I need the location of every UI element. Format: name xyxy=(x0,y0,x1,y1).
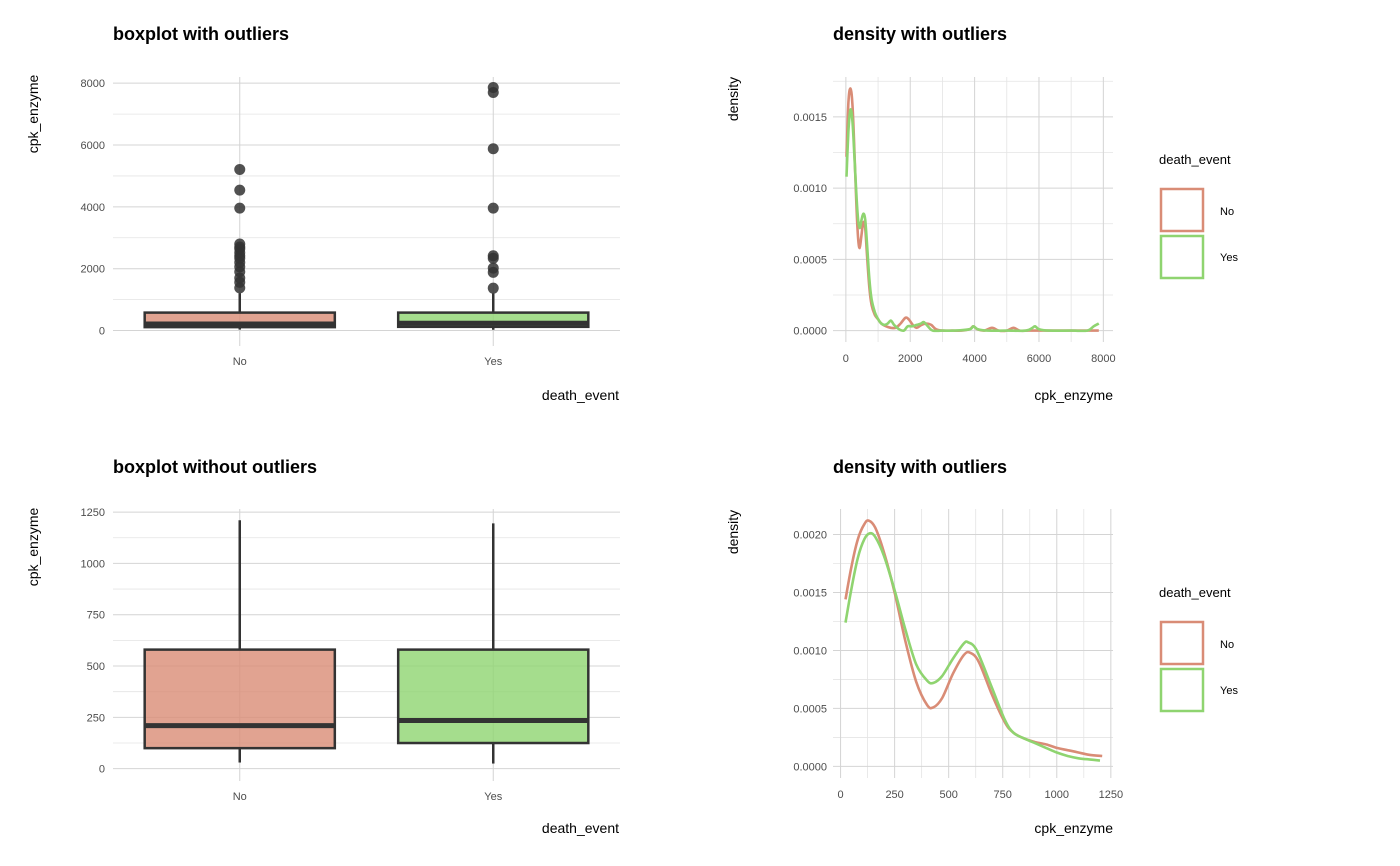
outlier-point xyxy=(487,282,499,294)
panel-title: boxplot with outliers xyxy=(113,24,289,44)
outlier-point xyxy=(234,184,246,196)
outlier-point xyxy=(234,202,246,214)
outlier-point xyxy=(234,238,246,250)
x-tick-label: Yes xyxy=(484,356,502,368)
legend-key-yes xyxy=(1159,667,1205,713)
legend-title: death_event xyxy=(1159,585,1231,600)
x-tick-label: 4000 xyxy=(962,353,986,365)
density-line-yes xyxy=(845,108,1100,333)
legend-label-no: No xyxy=(1220,206,1234,218)
y-tick-label: 500 xyxy=(87,661,105,673)
x-tick-label: 0 xyxy=(843,353,849,365)
outlier-point xyxy=(487,262,499,274)
x-tick-label: 500 xyxy=(939,789,957,801)
y-tick-label: 2000 xyxy=(81,264,105,276)
x-axis-title: cpk_enzyme xyxy=(1034,820,1113,836)
y-tick-label: 1000 xyxy=(81,558,105,570)
panel-boxplot-without-outliers: boxplot without outliers cpk_enzyme deat… xyxy=(25,457,620,836)
y-tick-label: 0.0010 xyxy=(793,183,827,195)
x-tick-label: 1250 xyxy=(1099,789,1123,801)
y-tick-label: 250 xyxy=(87,712,105,724)
panel-title: density with outliers xyxy=(833,457,1007,477)
y-tick-label: 0.0015 xyxy=(793,112,827,124)
legend-title: death_event xyxy=(1159,152,1231,167)
outlier-point xyxy=(487,82,499,94)
legend-label-no: No xyxy=(1220,639,1234,651)
x-tick-label: 0 xyxy=(838,789,844,801)
y-tick-label: 750 xyxy=(87,610,105,622)
x-tick-label: 8000 xyxy=(1091,353,1115,365)
y-tick-label: 0.0010 xyxy=(793,645,827,657)
y-tick-label: 0 xyxy=(99,764,105,776)
panel-density-with-outliers: density with outliers density cpk_enzyme… xyxy=(725,24,1238,403)
outlier-point xyxy=(234,163,246,175)
x-tick-label: 6000 xyxy=(1027,353,1051,365)
y-tick-label: 0.0000 xyxy=(793,761,827,773)
y-tick-label: 1250 xyxy=(81,507,105,519)
outlier-point xyxy=(487,250,499,262)
y-axis-title: density xyxy=(725,510,741,554)
y-tick-label: 0 xyxy=(99,326,105,338)
x-axis-title: death_event xyxy=(542,387,619,403)
legend-key-no xyxy=(1159,620,1205,666)
panel-title: boxplot without outliers xyxy=(113,457,317,477)
outlier-point xyxy=(487,143,499,155)
y-axis-title: density xyxy=(725,77,741,121)
legend-key-no xyxy=(1159,187,1205,233)
legend-label-yes: Yes xyxy=(1220,685,1238,697)
legend-key-yes xyxy=(1159,234,1205,280)
y-tick-label: 0.0015 xyxy=(793,587,827,599)
x-tick-label: Yes xyxy=(484,791,502,803)
x-tick-label: No xyxy=(233,356,247,368)
legend-label-yes: Yes xyxy=(1220,252,1238,264)
y-axis-title: cpk_enzyme xyxy=(25,507,41,586)
panel-boxplot-with-outliers: boxplot with outliers cpk_enzyme death_e… xyxy=(25,24,620,403)
y-tick-label: 8000 xyxy=(81,78,105,90)
box-yes xyxy=(396,648,590,745)
density-line-yes xyxy=(844,531,1101,762)
y-tick-label: 6000 xyxy=(81,140,105,152)
x-tick-label: No xyxy=(233,791,247,803)
y-tick-label: 0.0020 xyxy=(793,530,827,542)
x-tick-label: 250 xyxy=(885,789,903,801)
x-tick-label: 2000 xyxy=(898,353,922,365)
outlier-point xyxy=(487,202,499,214)
y-tick-label: 0.0000 xyxy=(793,326,827,338)
y-tick-label: 0.0005 xyxy=(793,254,827,266)
panel-title: density with outliers xyxy=(833,24,1007,44)
panel-density-with-outliers-zoomed: density with outliers density cpk_enzyme… xyxy=(725,457,1238,836)
x-axis-title: death_event xyxy=(542,820,619,836)
box-no xyxy=(143,648,337,750)
x-tick-label: 1000 xyxy=(1045,789,1069,801)
x-tick-label: 750 xyxy=(994,789,1012,801)
density-line-no xyxy=(844,519,1103,758)
y-axis-title: cpk_enzyme xyxy=(25,74,41,153)
x-axis-title: cpk_enzyme xyxy=(1034,387,1113,403)
y-tick-label: 4000 xyxy=(81,202,105,214)
y-tick-label: 0.0005 xyxy=(793,703,827,715)
